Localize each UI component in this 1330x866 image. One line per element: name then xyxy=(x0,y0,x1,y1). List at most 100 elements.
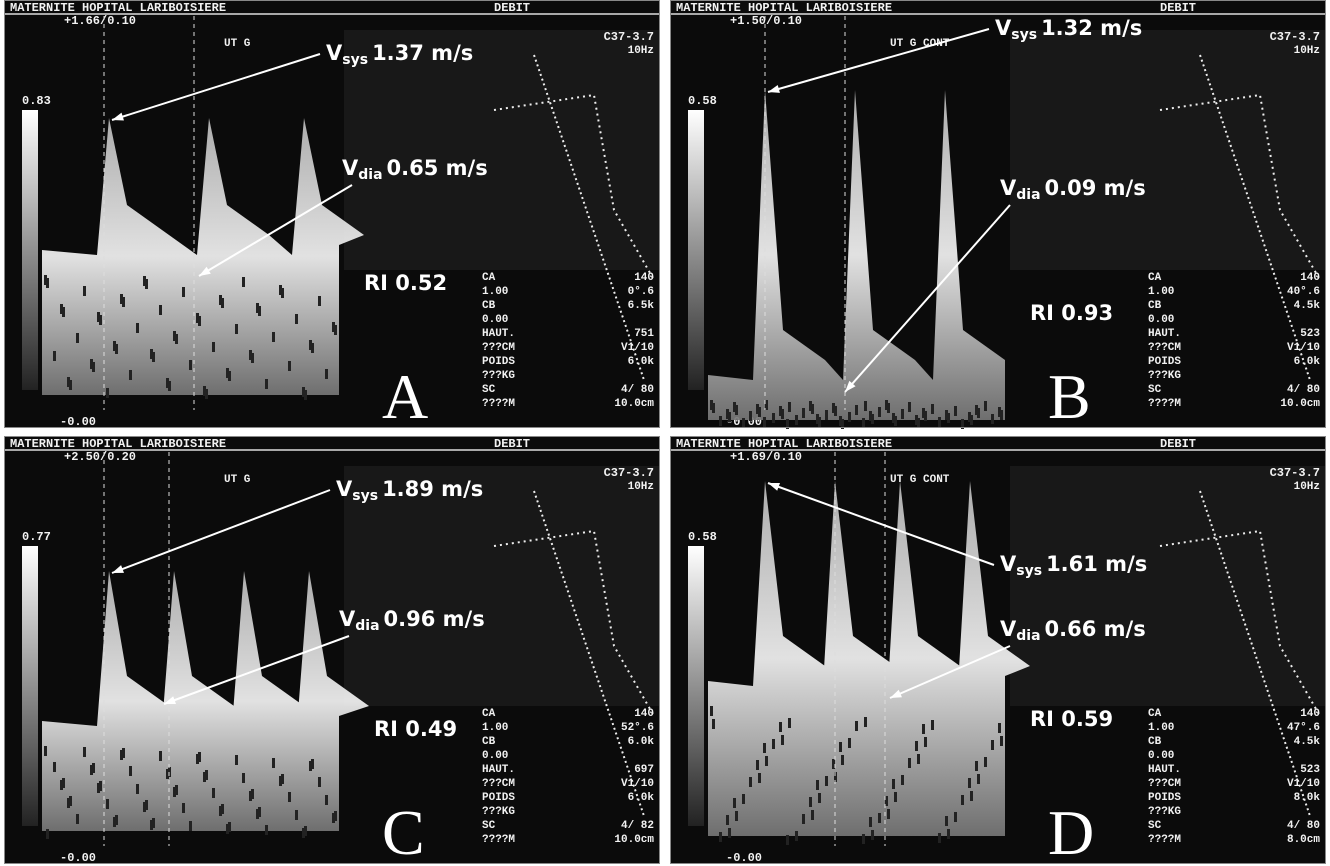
speckle xyxy=(712,719,715,729)
parameter-text: V1/10 xyxy=(1287,342,1320,354)
parameter-text: 52°.6 xyxy=(621,722,654,734)
speckle xyxy=(710,706,713,716)
parameter-text: CB xyxy=(482,736,496,748)
parameter-text: 140 xyxy=(634,272,654,284)
speckle xyxy=(841,755,844,765)
v-symbol: V xyxy=(1000,552,1017,576)
parameter-text: 1.00 xyxy=(1148,286,1174,298)
bottom-value: -0.00 xyxy=(726,851,762,865)
parameter-text: 697 xyxy=(634,764,654,776)
speckle xyxy=(115,344,118,354)
gray-scale-bar xyxy=(688,546,704,826)
parameter-text: CA xyxy=(1148,708,1162,720)
speckle xyxy=(984,401,987,411)
speckle xyxy=(848,412,851,422)
speckle xyxy=(83,747,86,757)
speckle xyxy=(235,324,238,334)
v-subscript: dia xyxy=(355,618,379,634)
speckle xyxy=(221,298,224,308)
parameter-text: 4.5k xyxy=(1294,300,1321,312)
speckle xyxy=(145,800,148,810)
speckle xyxy=(917,754,920,764)
speckle xyxy=(811,810,814,820)
panel-letter: B xyxy=(1048,361,1091,432)
speckle xyxy=(818,793,821,803)
speckle xyxy=(802,408,805,418)
speckle xyxy=(221,804,224,814)
speckle xyxy=(182,287,185,297)
v-subscript: sys xyxy=(342,52,368,68)
parameter-text: 751 xyxy=(634,328,654,340)
speckle xyxy=(818,417,821,427)
speckle xyxy=(758,407,761,417)
panel-letter: C xyxy=(382,797,425,866)
v-symbol: V xyxy=(1000,176,1017,200)
mode-title: DEBIT xyxy=(1160,437,1196,451)
parameter-text: 47°.6 xyxy=(1287,722,1320,734)
speckle xyxy=(811,404,814,414)
parameter-text: 1.00 xyxy=(482,286,508,298)
mode-title: DEBIT xyxy=(494,437,530,451)
speckle xyxy=(977,408,980,418)
header-text: MATERNITE HOPITAL LARIBOISIERE xyxy=(676,437,892,451)
speckle xyxy=(809,797,812,807)
parameter-text: 0.00 xyxy=(482,750,508,762)
parameter-text: HAUT. xyxy=(482,764,515,776)
scale-text: +1.69/0.10 xyxy=(730,450,802,464)
speckle xyxy=(802,814,805,824)
v-symbol: V xyxy=(326,41,343,65)
speckle xyxy=(311,759,314,769)
parameter-text: 6.0k xyxy=(628,356,655,368)
speckle xyxy=(1000,736,1003,746)
parameter-text: 4.5k xyxy=(1294,736,1321,748)
parameter-text: 4/ 80 xyxy=(1287,820,1320,832)
speckle xyxy=(991,740,994,750)
speckle xyxy=(152,352,155,362)
parameter-text: SC xyxy=(1148,384,1162,396)
speckle xyxy=(848,738,851,748)
speckle xyxy=(304,826,307,836)
parameter-text: ????M xyxy=(1148,398,1181,410)
speckle xyxy=(295,314,298,324)
speckle xyxy=(922,724,925,734)
parameter-text: ???CM xyxy=(482,342,515,354)
speckle xyxy=(129,370,132,380)
speckle xyxy=(272,332,275,342)
speckle xyxy=(864,401,867,411)
speckle xyxy=(325,369,328,379)
speckle xyxy=(258,807,261,817)
probe-text: C37-3.7 xyxy=(604,466,654,480)
speckle xyxy=(878,813,881,823)
bottom-value: -0.00 xyxy=(60,851,96,865)
speckle xyxy=(265,379,268,389)
speckle xyxy=(136,323,139,333)
freq-text: 10Hz xyxy=(628,45,654,57)
parameter-text: POIDS xyxy=(1148,792,1181,804)
speckle xyxy=(834,406,837,416)
speckle xyxy=(115,815,118,825)
speckle xyxy=(129,766,132,776)
parameter-text: 140 xyxy=(634,708,654,720)
parameter-text: 4/ 82 xyxy=(621,820,654,832)
speckle xyxy=(62,307,65,317)
speckle xyxy=(99,781,102,791)
speckle xyxy=(779,722,782,732)
speckle xyxy=(728,828,731,838)
speckle xyxy=(945,816,948,826)
v-subscript: dia xyxy=(1016,628,1040,644)
top-value: 0.58 xyxy=(688,94,717,108)
probe-text: C37-3.7 xyxy=(1270,466,1320,480)
speckle xyxy=(887,403,890,413)
speckle xyxy=(62,778,65,788)
panel-letter: D xyxy=(1048,797,1094,866)
header-text: MATERNITE HOPITAL LARIBOISIERE xyxy=(10,437,226,451)
gray-scale-bar xyxy=(22,546,38,826)
speckle xyxy=(168,381,171,391)
speckle xyxy=(311,343,314,353)
parameter-text: 523 xyxy=(1300,328,1320,340)
parameter-text: SC xyxy=(1148,820,1162,832)
parameter-text: 1.00 xyxy=(1148,722,1174,734)
speckle xyxy=(69,380,72,390)
v-subscript: dia xyxy=(358,167,382,183)
probe-text: C37-3.7 xyxy=(1270,30,1320,44)
